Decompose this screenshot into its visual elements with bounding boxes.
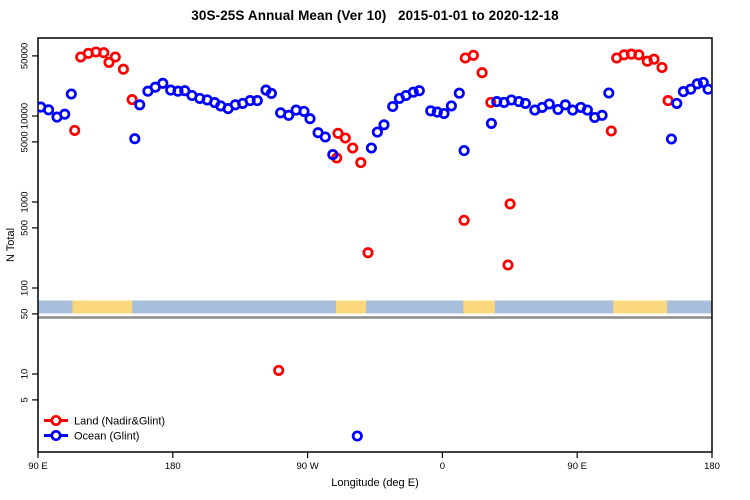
ocean-point [513, 96, 525, 108]
legend-label: Land (Nadir&Glint) [74, 416, 165, 428]
land-point [362, 247, 374, 259]
ocean-point [559, 99, 571, 111]
ocean-point [304, 113, 316, 125]
land-point [656, 61, 668, 74]
land-point [605, 125, 617, 137]
land-point [633, 49, 645, 61]
ocean-point [327, 149, 339, 161]
ocean-point [691, 78, 703, 90]
land-point [117, 63, 129, 75]
ocean-point [365, 142, 377, 154]
land-point [485, 96, 497, 108]
land-point [347, 142, 359, 154]
chart-title: 30S-25S Annual Mean (Ver 10) 2015-01-01 … [191, 8, 559, 23]
y-tick-label: 50 [20, 309, 31, 320]
ocean-point [129, 133, 141, 145]
ocean-point [387, 100, 399, 113]
land-point [103, 56, 115, 68]
ocean-point [581, 104, 593, 116]
x-tick-label: 180 [165, 461, 181, 472]
ocean-point [319, 131, 331, 143]
y-tick-label: 10000 [20, 103, 31, 129]
ocean-point [413, 85, 425, 97]
land-point [273, 364, 285, 376]
land-point [502, 259, 514, 271]
land-point [109, 51, 121, 63]
ocean-point [702, 83, 712, 95]
ocean-point [445, 100, 457, 112]
legend-label: Ocean (Glint) [74, 431, 139, 443]
ocean-point [407, 86, 419, 98]
ocean-point [453, 87, 465, 99]
land-point [648, 53, 660, 65]
ocean-point [298, 105, 310, 117]
x-tick-label: 90 E [567, 461, 587, 472]
x-tick-label: 180 [704, 461, 720, 472]
strip-land-segment [336, 300, 367, 314]
ocean-point [371, 126, 383, 138]
y-tick-label: 10 [20, 369, 31, 380]
strip-land-segment [463, 300, 495, 314]
y-tick-label: 50000 [20, 43, 31, 69]
land-point [126, 94, 138, 106]
ocean-point [596, 109, 608, 121]
y-tick-label: 1000 [20, 191, 31, 212]
ocean-point [671, 97, 683, 109]
ocean-point [283, 109, 295, 121]
ocean-point [265, 87, 277, 99]
y-tick-label: 5000 [20, 131, 31, 152]
ocean-point [251, 95, 263, 107]
ocean-point [458, 145, 470, 157]
ocean-point [43, 104, 55, 116]
land-point [504, 198, 516, 210]
legend-marker [50, 414, 62, 427]
y-tick-label: 100 [20, 280, 31, 296]
ocean-point [59, 108, 71, 120]
land-point [662, 95, 674, 107]
ocean-point [179, 85, 191, 97]
ocean-point [485, 117, 497, 129]
plot-frame [37, 37, 713, 453]
ocean-point [603, 87, 615, 99]
ocean-point [65, 88, 77, 100]
strip-land-segment [613, 300, 668, 314]
data-points-layer [38, 46, 712, 442]
y-tick-label: 5 [20, 397, 31, 402]
ocean-point [543, 98, 555, 110]
x-tick-label: 90 W [297, 461, 319, 472]
ocean-point [431, 106, 443, 118]
land-point [458, 214, 470, 226]
ocean-point [552, 103, 564, 116]
x-tick-label: 0 [440, 461, 445, 472]
legend-marker [50, 429, 62, 442]
ocean-point [519, 97, 531, 109]
land-point [476, 67, 488, 79]
land-point [69, 124, 81, 136]
strip-land-segment [72, 300, 133, 314]
land-point [467, 49, 479, 61]
x-tick-label: 90 E [28, 461, 48, 472]
land-point [332, 127, 344, 139]
ocean-point [685, 83, 697, 95]
land-point [339, 132, 351, 144]
ocean-point [157, 77, 169, 89]
ocean-point [172, 85, 184, 97]
ocean-point [351, 430, 363, 442]
ocean-point [425, 105, 437, 117]
ocean-point [665, 133, 677, 145]
land-point [355, 157, 367, 169]
ocean-point [438, 107, 450, 120]
y-tick-label: 500 [20, 220, 31, 236]
ocean-point [378, 119, 390, 131]
land-point [98, 47, 110, 59]
x-axis-title: Longitude (deg E) [331, 477, 419, 489]
ocean-point [134, 99, 146, 111]
strip-ocean [38, 300, 712, 314]
